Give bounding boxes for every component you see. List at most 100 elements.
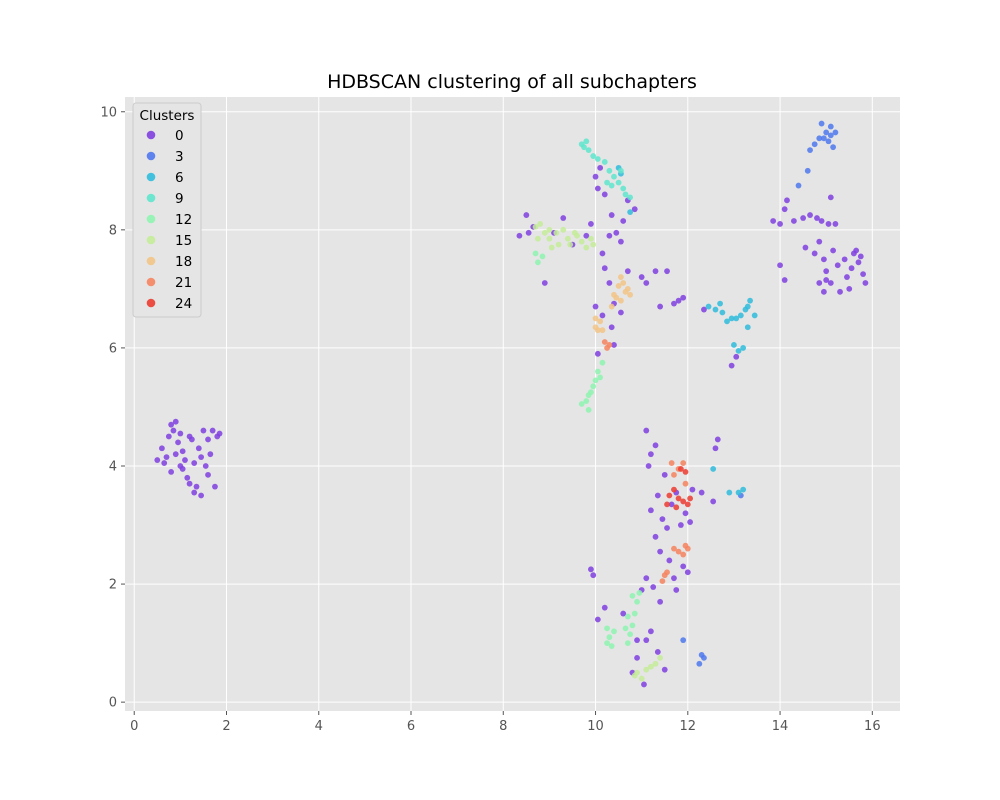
scatter-point <box>567 241 574 248</box>
x-tick-label: 6 <box>407 719 415 734</box>
scatter-point <box>606 167 613 174</box>
scatter-point <box>781 206 788 213</box>
scatter-point <box>611 173 617 180</box>
scatter-point <box>777 221 783 227</box>
scatter-point <box>673 504 680 511</box>
scatter-point <box>624 640 631 647</box>
scatter-point <box>548 244 555 251</box>
scatter-point <box>179 448 186 455</box>
legend-entry: 3 <box>146 149 184 165</box>
scatter-point <box>666 557 673 564</box>
scatter-point <box>624 613 631 620</box>
legend-entry: 15 <box>146 233 192 249</box>
scatter-point <box>816 238 823 245</box>
scatter-point <box>751 312 758 319</box>
scatter-point <box>618 274 624 280</box>
scatter-point <box>827 132 834 139</box>
scatter-point <box>652 660 659 667</box>
scatter-point <box>182 457 188 463</box>
legend-entry: 9 <box>146 191 184 207</box>
scatter-point <box>811 250 818 257</box>
scatter-point <box>770 218 777 224</box>
scatter-point <box>634 598 640 605</box>
scatter-point <box>816 135 823 142</box>
scatter-point <box>608 643 615 649</box>
scatter-point <box>860 271 866 278</box>
scatter-point <box>620 610 627 617</box>
scatter-point <box>622 191 629 198</box>
scatter-point <box>583 138 590 145</box>
scatter-point <box>601 265 608 272</box>
x-tick-label: 12 <box>680 719 697 734</box>
scatter-point <box>657 598 664 605</box>
scatter-point <box>659 578 666 585</box>
cluster-18-points <box>592 274 634 334</box>
scatter-point <box>790 218 797 224</box>
legend-entry: 12 <box>146 212 192 228</box>
scatter-point <box>629 622 636 629</box>
scatter-point <box>680 460 687 466</box>
cluster-6-points <box>615 164 758 496</box>
scatter-point <box>594 368 601 375</box>
scatter-point <box>581 144 587 151</box>
scatter-point <box>634 669 640 676</box>
scatter-point <box>747 297 753 304</box>
scatter-point <box>744 324 751 331</box>
scatter-point <box>541 280 548 286</box>
scatter-point <box>671 471 677 478</box>
scatter-point <box>689 486 696 493</box>
scatter-point <box>784 197 790 204</box>
scatter-point <box>701 306 707 313</box>
scatter-point <box>597 164 604 171</box>
scatter-point <box>668 501 675 508</box>
scatter-point <box>680 294 687 301</box>
scatter-points <box>154 120 869 688</box>
legend-label: 9 <box>175 191 184 207</box>
scatter-point <box>643 666 650 673</box>
scatter-point <box>661 666 668 673</box>
scatter-point <box>638 675 645 682</box>
scatter-point <box>597 318 604 325</box>
scatter-point <box>647 507 654 514</box>
scatter-point <box>740 486 747 493</box>
scatter-point <box>615 179 622 186</box>
scatter-point <box>588 566 594 573</box>
scatter-point <box>594 185 601 192</box>
scatter-point <box>599 327 606 334</box>
scatter-point <box>830 247 837 254</box>
scatter-point <box>645 463 652 469</box>
scatter-point <box>590 241 597 248</box>
legend-marker <box>146 235 156 245</box>
scatter-point <box>712 306 719 313</box>
scatter-point <box>553 229 560 236</box>
scatter-point <box>684 501 691 508</box>
scatter-point <box>209 427 216 434</box>
scatter-point <box>664 569 670 576</box>
scatter-point <box>664 268 670 275</box>
scatter-point <box>710 466 717 472</box>
scatter-point <box>606 232 613 239</box>
scatter-point <box>680 637 687 644</box>
scatter-point <box>820 256 827 263</box>
legend-entries: 0 3 6 9 12 15 18 21 24 <box>146 128 192 312</box>
scatter-point <box>516 232 523 239</box>
scatter-point <box>163 454 170 461</box>
scatter-point <box>161 460 168 466</box>
scatter-point <box>684 569 691 576</box>
scatter-point <box>668 460 675 466</box>
scatter-point <box>599 250 606 257</box>
scatter-point <box>862 280 869 286</box>
scatter-point <box>804 167 811 174</box>
scatter-point <box>728 315 735 322</box>
scatter-point <box>629 592 636 599</box>
scatter-point <box>647 628 654 635</box>
scatter-point <box>811 141 818 148</box>
chart-title: HDBSCAN clustering of all subchapters <box>327 71 697 93</box>
scatter-point <box>832 221 839 227</box>
scatter-point <box>564 235 571 242</box>
legend-entry: 6 <box>146 170 184 186</box>
scatter-point <box>675 297 682 304</box>
scatter-point <box>647 663 654 670</box>
legend-label: 0 <box>175 128 184 144</box>
scatter-point <box>618 238 624 245</box>
